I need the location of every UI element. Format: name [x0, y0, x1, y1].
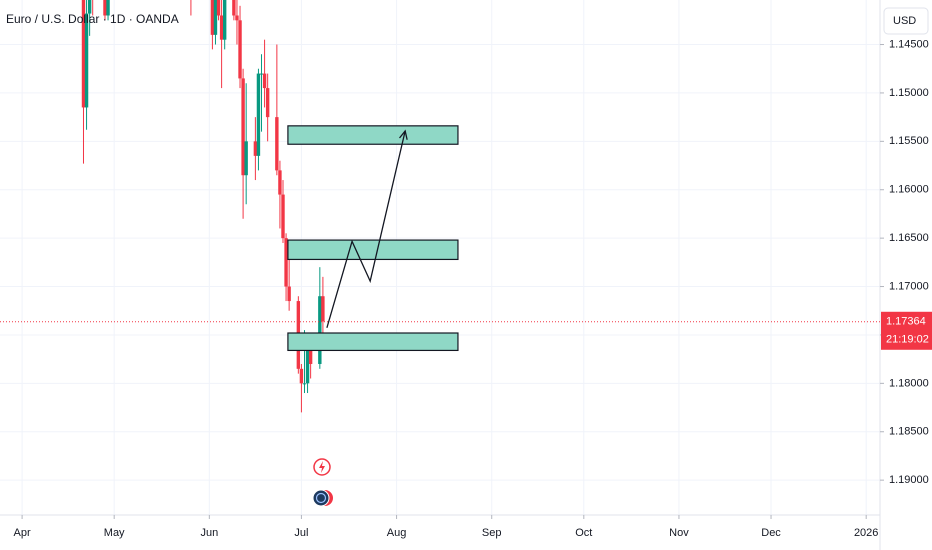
- candle-body: [256, 73, 261, 156]
- candle-body: [81, 0, 86, 108]
- arrow-line: [326, 130, 406, 328]
- x-tick-label: Jun: [200, 527, 218, 539]
- candle-body: [299, 368, 304, 384]
- x-tick-label: 2026: [854, 527, 878, 539]
- candle-body: [281, 194, 285, 239]
- x-tick-label: Apr: [14, 527, 31, 539]
- candle-body: [278, 170, 282, 195]
- candle-body: [302, 383, 307, 385]
- candle-body: [87, 0, 92, 14]
- candle-body: [318, 296, 322, 364]
- y-tick-label: 1.15500: [889, 135, 929, 147]
- candle-body: [259, 73, 264, 75]
- candle-body: [308, 344, 313, 364]
- candle-body: [287, 286, 291, 302]
- candle-body: [265, 88, 270, 118]
- lightning: [319, 461, 325, 473]
- candle-body: [244, 141, 248, 176]
- x-tick-label: Aug: [387, 527, 407, 539]
- candle-body: [106, 0, 110, 16]
- x-tick-label: Sep: [482, 527, 502, 539]
- last-price-label: 1.17364: [886, 316, 926, 328]
- y-tick-label: 1.18000: [889, 377, 929, 389]
- x-tick-label: May: [104, 527, 125, 539]
- candle-body: [232, 0, 236, 16]
- x-tick-label: Oct: [575, 527, 592, 539]
- globe: [315, 492, 327, 504]
- candle-body: [262, 73, 267, 89]
- event-icon[interactable]: [312, 489, 330, 507]
- candle-body: [253, 141, 258, 156]
- candle-body: [238, 20, 242, 79]
- y-tick-label: 1.15000: [889, 87, 929, 99]
- currency-label: USD: [893, 15, 916, 27]
- candle-body: [235, 15, 239, 21]
- candle-body: [222, 0, 227, 40]
- y-tick-label: 1.16500: [889, 232, 929, 244]
- candle-body: [284, 238, 288, 287]
- candle-body: [103, 0, 107, 16]
- zone: [287, 239, 459, 261]
- y-tick-label: 1.17000: [889, 280, 929, 292]
- candle-body: [321, 296, 325, 322]
- last-price-box: [881, 311, 932, 350]
- candle-body: [275, 117, 279, 171]
- currency-button[interactable]: [883, 7, 929, 35]
- event-icons: [312, 458, 333, 507]
- countdown-label: 21:19:02: [886, 334, 929, 346]
- y-tick-label: 1.16000: [889, 184, 929, 196]
- x-tick-label: Nov: [669, 527, 689, 539]
- candle-body: [210, 0, 215, 35]
- y-tick-label: 1.18500: [889, 426, 929, 438]
- y-tick-label: 1.14500: [889, 38, 929, 50]
- candle-body: [219, 15, 224, 40]
- x-tick-label: Jul: [294, 527, 308, 539]
- chart-title: Euro / U.S. Dollar · 1D · OANDA: [6, 12, 179, 26]
- candle-body: [213, 0, 218, 35]
- arrow-head: [399, 129, 408, 140]
- plot-area: [81, 0, 459, 413]
- candle-body: [84, 13, 89, 108]
- zone: [287, 332, 459, 352]
- zone: [287, 125, 459, 145]
- y-tick-label: 1.19000: [889, 474, 929, 486]
- x-tick-label: Dec: [761, 527, 781, 539]
- candle-body: [241, 78, 245, 176]
- candle-body: [216, 0, 221, 16]
- candle-body: [305, 344, 310, 384]
